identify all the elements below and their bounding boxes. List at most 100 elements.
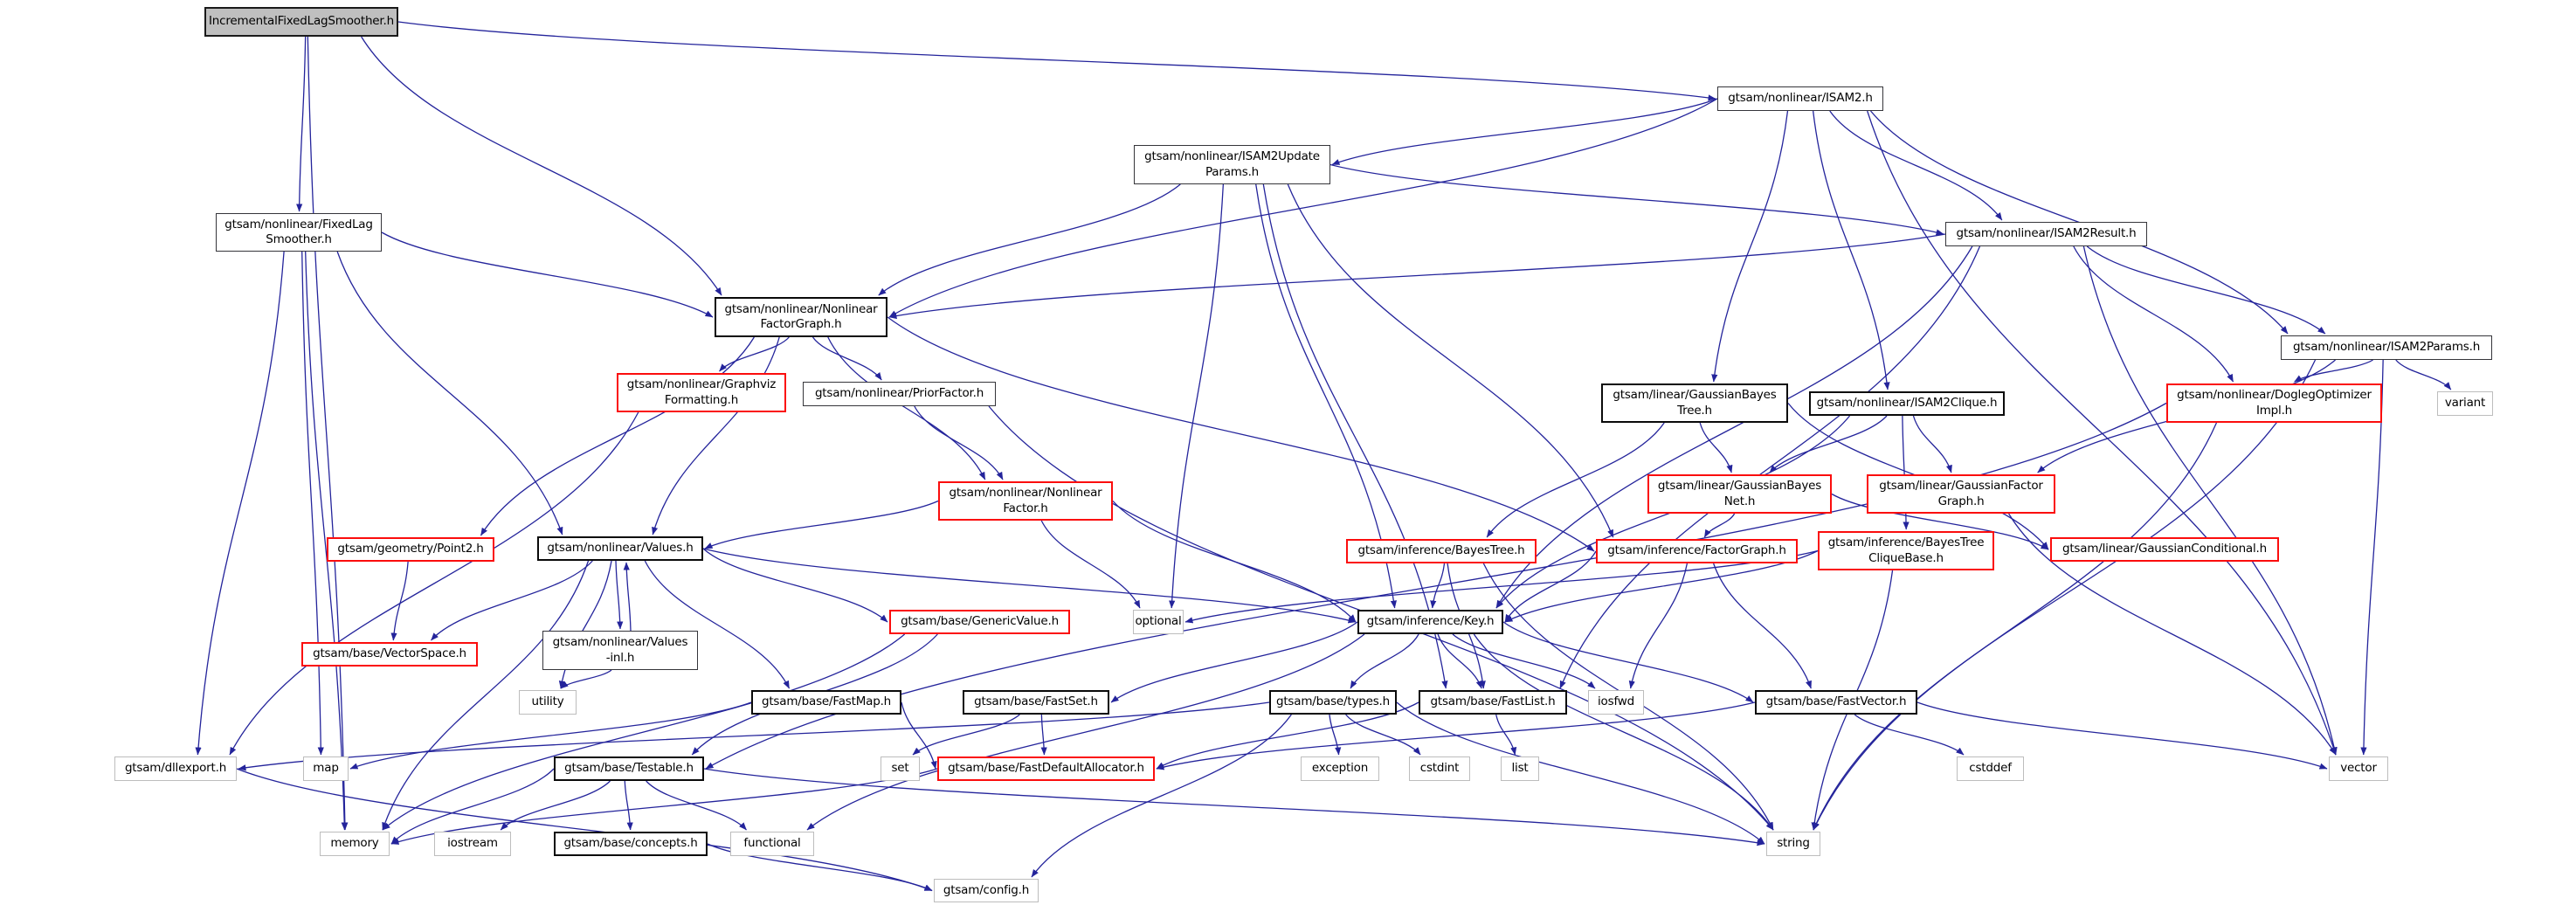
edge-fastdefaultallocator-memory	[390, 768, 938, 845]
node-gbt[interactable]: gtsam/linear/GaussianBayes Tree.h	[1601, 383, 1788, 423]
node-exception[interactable]: exception	[1301, 756, 1379, 781]
edge-nfg-priorfactor	[811, 336, 882, 381]
edge-nonlinearfactor-values	[704, 500, 939, 549]
node-values_inl[interactable]: gtsam/nonlinear/Values -inl.h	[542, 631, 698, 670]
node-nonlinearfactor[interactable]: gtsam/nonlinear/Nonlinear Factor.h	[938, 481, 1113, 521]
node-label: set	[891, 761, 909, 776]
edge-root-memory	[307, 36, 349, 831]
node-variant[interactable]: variant	[2437, 391, 2493, 416]
node-isam2clique[interactable]: gtsam/nonlinear/ISAM2Clique.h	[1809, 391, 2005, 416]
node-isam2result[interactable]: gtsam/nonlinear/ISAM2Result.h	[1945, 222, 2147, 246]
node-label: map	[313, 761, 339, 776]
node-label: gtsam/nonlinear/ISAM2Clique.h	[1816, 396, 1998, 411]
node-label: gtsam/nonlinear/ISAM2Result.h	[1956, 226, 2137, 241]
node-label: utility	[531, 694, 564, 709]
node-fastlist[interactable]: gtsam/base/FastList.h	[1419, 690, 1567, 715]
node-btcb[interactable]: gtsam/inference/BayesTree CliqueBase.h	[1818, 531, 1994, 570]
node-isam2update[interactable]: gtsam/nonlinear/ISAM2Update Params.h	[1134, 145, 1330, 184]
edge-values-values_inl	[615, 560, 624, 630]
node-label: gtsam/linear/GaussianFactor	[1879, 479, 2043, 494]
node-list[interactable]: list	[1501, 756, 1539, 781]
node-string[interactable]: string	[1766, 832, 1820, 856]
node-testable[interactable]: gtsam/base/Testable.h	[554, 756, 704, 781]
node-dogleg[interactable]: gtsam/nonlinear/DoglegOptimizer Impl.h	[2166, 383, 2382, 423]
node-label: gtsam/nonlinear/Nonlinear	[724, 301, 878, 316]
node-nfg[interactable]: gtsam/nonlinear/Nonlinear FactorGraph.h	[715, 297, 887, 337]
edge-fls-memory	[305, 251, 348, 831]
edge-key-fastset	[1110, 621, 1358, 703]
node-gconditional[interactable]: gtsam/linear/GaussianConditional.h	[2050, 537, 2279, 562]
edge-isam2update-nfg	[878, 183, 1181, 296]
node-values[interactable]: gtsam/nonlinear/Values.h	[537, 536, 703, 561]
edge-values-genericvalue	[702, 548, 888, 623]
edge-fls-values	[336, 251, 563, 535]
edge-key-types	[1350, 633, 1419, 689]
node-fastdefaultallocator[interactable]: gtsam/base/FastDefaultAllocator.h	[937, 756, 1155, 781]
edge-key-fastlist	[1437, 633, 1482, 689]
node-label: gtsam/nonlinear/Values	[552, 635, 688, 650]
node-cstdint[interactable]: cstdint	[1409, 756, 1470, 781]
edge-fls-nfg	[381, 231, 714, 318]
node-set[interactable]: set	[881, 756, 920, 781]
edge-nonlinearfactor-key	[1112, 501, 1357, 623]
node-label: gtsam/base/Testable.h	[564, 761, 694, 776]
edge-isam2update-fastlist	[1262, 183, 1448, 689]
node-label: Graph.h	[1937, 494, 1985, 508]
edge-isam2-isam2result	[1829, 110, 2003, 221]
node-memory[interactable]: memory	[320, 832, 390, 856]
node-iosfwd[interactable]: iosfwd	[1588, 690, 1644, 715]
node-graphviz[interactable]: gtsam/nonlinear/Graphviz Formatting.h	[617, 373, 786, 412]
node-isam2[interactable]: gtsam/nonlinear/ISAM2.h	[1717, 86, 1883, 111]
node-genericvalue[interactable]: gtsam/base/GenericValue.h	[889, 610, 1070, 634]
node-label: gtsam/base/types.h	[1275, 694, 1391, 709]
node-cstddef[interactable]: cstddef	[1957, 756, 2024, 781]
node-vectorspace[interactable]: gtsam/base/VectorSpace.h	[301, 642, 478, 667]
node-priorfactor[interactable]: gtsam/nonlinear/PriorFactor.h	[803, 382, 996, 406]
node-optional[interactable]: optional	[1133, 610, 1184, 634]
node-gfg[interactable]: gtsam/linear/GaussianFactor Graph.h	[1867, 474, 2055, 514]
node-label: string	[1777, 836, 1810, 851]
node-point2[interactable]: gtsam/geometry/Point2.h	[327, 537, 494, 562]
node-fastset[interactable]: gtsam/base/FastSet.h	[963, 690, 1109, 715]
node-dllexport[interactable]: gtsam/dllexport.h	[114, 756, 237, 781]
node-fls[interactable]: gtsam/nonlinear/FixedLag Smoother.h	[216, 213, 382, 252]
node-functional[interactable]: functional	[730, 832, 814, 856]
edge-isam2params-dogleg	[2294, 359, 2373, 383]
node-root[interactable]: IncrementalFixedLagSmoother.h	[204, 7, 398, 37]
node-bayestree[interactable]: gtsam/inference/BayesTree.h	[1346, 539, 1537, 563]
node-utility[interactable]: utility	[519, 690, 577, 715]
node-label: gtsam/base/GenericValue.h	[901, 614, 1059, 629]
edge-gfg-vector	[2008, 513, 2337, 756]
node-concepts[interactable]: gtsam/base/concepts.h	[554, 832, 708, 856]
node-label: gtsam/nonlinear/Values.h	[547, 541, 694, 556]
node-key[interactable]: gtsam/inference/Key.h	[1357, 610, 1503, 634]
node-config[interactable]: gtsam/config.h	[934, 879, 1039, 902]
node-label: vector	[2340, 761, 2377, 776]
edge-isam2update-optional	[1169, 183, 1225, 609]
edge-fastmap-fastdefaultallocator	[901, 701, 937, 770]
node-label: gtsam/nonlinear/ISAM2.h	[1728, 91, 1873, 106]
node-isam2params[interactable]: gtsam/nonlinear/ISAM2Params.h	[2281, 335, 2492, 360]
edge-nonlinearfactor-optional	[1040, 520, 1141, 609]
edge-gbt-bayestree	[1486, 422, 1665, 538]
edge-graphviz-dllexport	[229, 411, 639, 756]
node-vector[interactable]: vector	[2329, 756, 2388, 781]
node-map[interactable]: map	[303, 756, 349, 781]
node-fastmap[interactable]: gtsam/base/FastMap.h	[751, 690, 901, 715]
node-label: gtsam/base/VectorSpace.h	[313, 646, 466, 661]
node-gbn[interactable]: gtsam/linear/GaussianBayes Net.h	[1647, 474, 1832, 514]
edge-isam2params-string	[1813, 359, 2317, 831]
node-label: gtsam/nonlinear/ISAM2Params.h	[2292, 340, 2481, 355]
edge-testable-concepts	[624, 780, 633, 831]
edge-nfg-graphviz	[719, 336, 790, 372]
edge-fastvector-vector	[1916, 701, 2328, 770]
node-types[interactable]: gtsam/base/types.h	[1269, 690, 1397, 715]
node-factorgraph[interactable]: gtsam/inference/FactorGraph.h	[1596, 539, 1798, 563]
node-label: iosfwd	[1598, 694, 1634, 709]
edge-isam2-gbt	[1711, 110, 1789, 383]
node-fastvector[interactable]: gtsam/base/FastVector.h	[1755, 690, 1917, 715]
node-iostream[interactable]: iostream	[434, 832, 511, 856]
edge-fastlist-list	[1495, 714, 1517, 756]
edge-isam2-isam2clique	[1812, 110, 1890, 390]
